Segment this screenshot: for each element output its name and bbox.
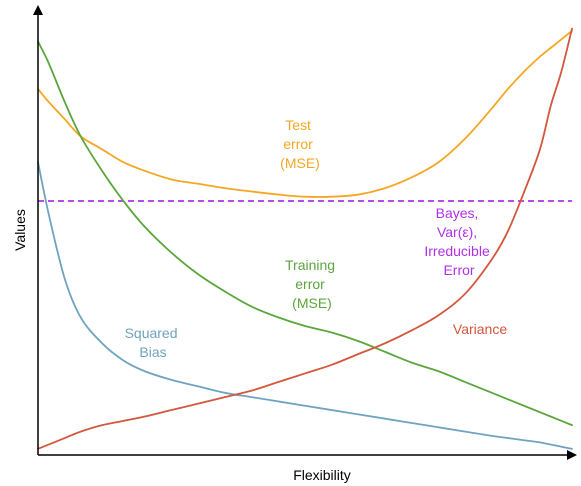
bayes-error-label-line-1: Bayes, xyxy=(436,205,479,221)
x-axis-label: Flexibility xyxy=(293,467,351,483)
bayes-error-label-line-2: Var(ε), xyxy=(437,224,477,240)
test-error-label-line-1: Test xyxy=(285,117,311,133)
training-curve xyxy=(37,40,573,427)
test-curve xyxy=(37,29,573,198)
training-error-label-line-1: Training xyxy=(285,257,335,273)
y-axis-label: Values xyxy=(12,209,28,251)
bias-curve xyxy=(37,161,573,450)
test-error-label-line-3: (MSE) xyxy=(280,155,320,171)
bayes-error-label-line-3: Irreducible xyxy=(424,243,490,259)
test-error-label-line-2: error xyxy=(283,136,313,152)
series-layer xyxy=(37,27,573,450)
variance-curve xyxy=(37,27,573,450)
training-error-label-line-3: (MSE) xyxy=(292,295,332,311)
variance-label-line-1: Variance xyxy=(453,321,507,337)
training-error-label: Training error (MSE) xyxy=(285,257,339,311)
test-error-label: Test error (MSE) xyxy=(280,117,320,171)
bayes-error-label: Bayes, Var(ε), Irreducible Error xyxy=(424,205,493,278)
squared-bias-label: Squared Bias xyxy=(125,325,182,360)
training-error-label-line-2: error xyxy=(295,276,325,292)
squared-bias-label-line-2: Bias xyxy=(139,344,166,360)
squared-bias-label-line-1: Squared xyxy=(125,325,178,341)
variance-label: Variance xyxy=(453,321,507,337)
bayes-error-label-line-4: Error xyxy=(443,262,474,278)
